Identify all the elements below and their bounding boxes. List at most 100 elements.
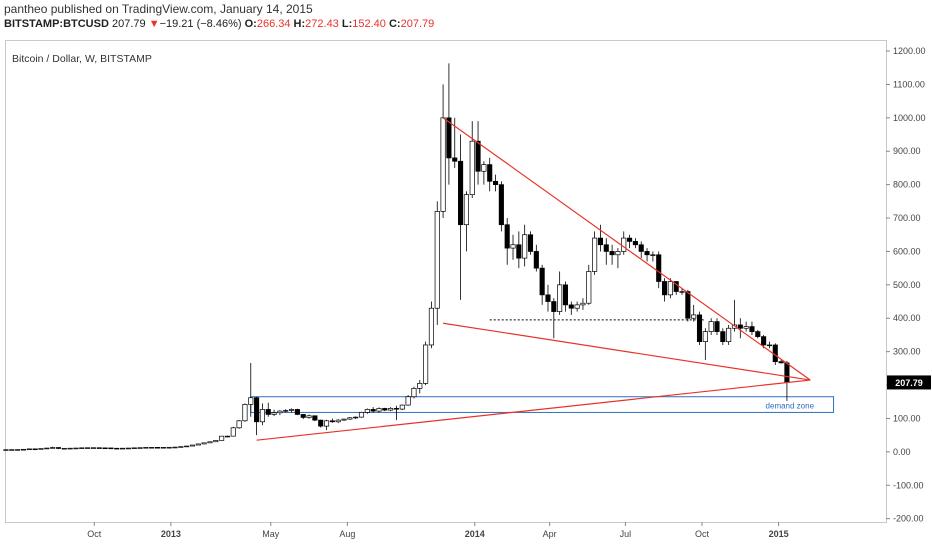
candle-body bbox=[533, 251, 539, 269]
candles-group bbox=[3, 63, 790, 451]
candle-body bbox=[172, 446, 178, 449]
candle-body bbox=[761, 336, 767, 346]
candle-body bbox=[516, 244, 522, 259]
candle-body bbox=[428, 307, 434, 346]
low-value: 152.40 bbox=[352, 18, 386, 30]
x-tick-label: Apr bbox=[543, 529, 557, 539]
x-tick-label: May bbox=[262, 529, 280, 539]
candle-body bbox=[265, 409, 271, 415]
candle-body bbox=[90, 447, 96, 449]
ticker-change: −19.21 (−8.46%) bbox=[159, 18, 242, 30]
candle-body bbox=[353, 416, 359, 419]
candle-body bbox=[755, 331, 761, 337]
candle-body bbox=[85, 447, 91, 449]
last-price-marker: 207.79 bbox=[887, 375, 931, 390]
candle-body bbox=[388, 408, 394, 411]
candle-body bbox=[498, 184, 504, 226]
close-label: C: bbox=[388, 18, 401, 30]
open-label: O: bbox=[244, 18, 257, 30]
publisher-user[interactable]: pantheo bbox=[4, 2, 48, 16]
candle-body bbox=[55, 447, 62, 449]
candle-body bbox=[131, 447, 137, 449]
x-axis[interactable]: Oct 2013 May Aug 2014 Apr Jul Oct 2015 bbox=[87, 522, 789, 539]
candle-body bbox=[667, 281, 673, 296]
candle-body bbox=[189, 444, 196, 447]
candle-body bbox=[259, 409, 265, 423]
candle-body bbox=[61, 447, 67, 450]
candle-body bbox=[778, 361, 784, 364]
y-tick-label: 500.00 bbox=[893, 280, 921, 290]
candle-body bbox=[627, 237, 633, 242]
x-tick-label: Jul bbox=[620, 529, 632, 539]
y-tick-label: -100.00 bbox=[893, 480, 924, 490]
candle-body bbox=[405, 396, 411, 406]
y-axis[interactable]: 1200.00 1100.00 1000.00 900.00 800.00 700.00 6… bbox=[886, 46, 926, 524]
candle-body bbox=[102, 447, 108, 450]
candle-body bbox=[597, 237, 603, 246]
candle-body bbox=[661, 281, 668, 296]
candle-body bbox=[440, 117, 446, 212]
candle-body bbox=[224, 435, 231, 438]
candle-body bbox=[201, 442, 207, 445]
candle-body bbox=[399, 404, 405, 410]
candle-body bbox=[125, 447, 131, 450]
candle-body bbox=[318, 419, 324, 427]
candle-body bbox=[691, 314, 697, 319]
candle-body bbox=[784, 362, 790, 383]
y-tick-label: 800.00 bbox=[893, 180, 921, 190]
candle-body bbox=[393, 408, 400, 410]
candle-body bbox=[766, 344, 772, 347]
ticker-symbol: BITSTAMP:BTCUSD bbox=[4, 18, 109, 30]
x-tick-label: Oct bbox=[87, 529, 102, 539]
candle-body bbox=[527, 234, 534, 252]
candle-body bbox=[213, 440, 219, 443]
candle-body bbox=[323, 420, 330, 427]
candle-body bbox=[615, 251, 621, 256]
candle-body bbox=[580, 302, 586, 306]
y-tick-label: 900.00 bbox=[893, 146, 921, 156]
candle-body bbox=[219, 435, 225, 441]
candle-body bbox=[434, 211, 440, 309]
ticker-line: BITSTAMP:BTCUSD 207.79 ▼−19.21 (−8.46%) … bbox=[4, 18, 434, 30]
candle-body bbox=[656, 254, 662, 282]
candle-body bbox=[650, 254, 656, 256]
candle-body bbox=[714, 321, 720, 332]
candle-body bbox=[458, 160, 464, 226]
candle-body bbox=[469, 140, 475, 196]
y-tick-label: 400.00 bbox=[893, 313, 921, 323]
candle-body bbox=[638, 244, 644, 252]
candle-body bbox=[341, 418, 347, 421]
candle-body bbox=[504, 224, 510, 249]
candle-body bbox=[312, 415, 318, 421]
candle-body bbox=[603, 244, 609, 252]
candle-body bbox=[143, 447, 149, 449]
candle-body bbox=[79, 447, 85, 449]
candle-body bbox=[382, 408, 388, 411]
candle-body bbox=[347, 417, 353, 420]
demand-zone-box bbox=[250, 396, 835, 413]
candle-body bbox=[726, 327, 732, 342]
x-tick-label: Oct bbox=[695, 529, 710, 539]
candle-body bbox=[481, 164, 487, 172]
candle-body bbox=[73, 447, 79, 450]
candle-body bbox=[160, 446, 166, 449]
candle-body bbox=[9, 449, 15, 451]
candle-body bbox=[20, 448, 27, 451]
candle-body bbox=[248, 397, 254, 405]
candle-body bbox=[26, 448, 32, 451]
candle-body bbox=[15, 449, 21, 451]
x-tick-label: 2015 bbox=[769, 529, 789, 539]
candle-body bbox=[120, 447, 126, 450]
high-label: H: bbox=[293, 18, 306, 30]
upper-trendline bbox=[442, 117, 811, 381]
candle-body bbox=[702, 331, 708, 342]
candle-body bbox=[557, 284, 563, 312]
candle-body bbox=[166, 446, 172, 449]
candle-body bbox=[592, 237, 598, 272]
candle-body bbox=[358, 412, 365, 418]
ticker-last: 207.79 bbox=[111, 18, 146, 30]
candle-body bbox=[306, 415, 312, 418]
candle-body bbox=[621, 237, 627, 252]
x-tick-label: 2014 bbox=[465, 529, 485, 539]
